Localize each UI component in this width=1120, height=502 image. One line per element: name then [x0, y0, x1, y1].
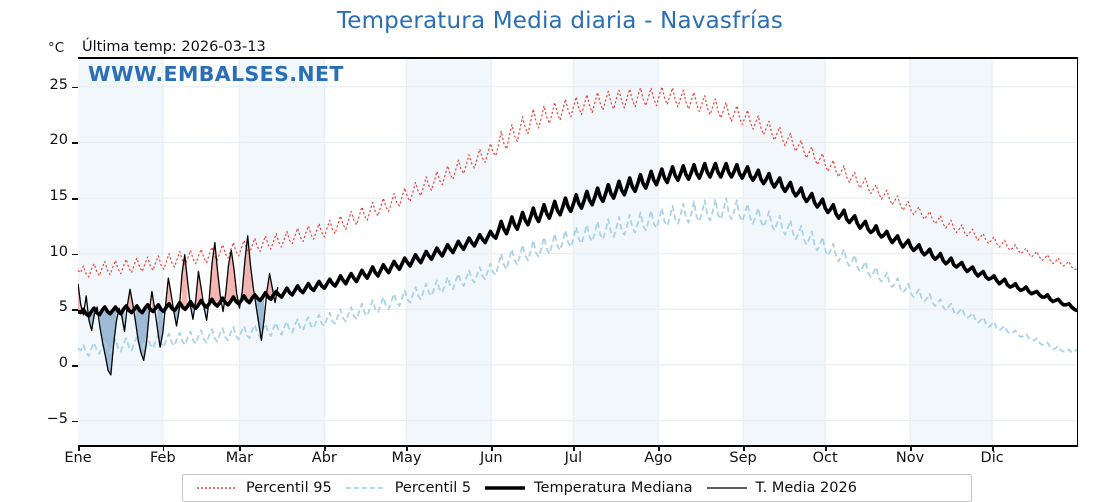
x-tick-mark	[658, 445, 660, 451]
x-tick-label: Nov	[895, 450, 925, 466]
y-axis-unit-label: °C	[48, 40, 65, 56]
x-tick-label: Ago	[644, 450, 673, 466]
x-tick-mark	[743, 445, 745, 451]
legend-swatch-temperatura-mediana	[485, 486, 526, 490]
x-tick-label: Feb	[150, 450, 176, 466]
axis-spine-right	[1076, 57, 1078, 447]
y-tick-mark	[72, 364, 78, 367]
y-tick-label: 10	[49, 243, 68, 260]
legend-swatch-percentil-95	[197, 487, 237, 489]
x-tick-mark	[992, 445, 994, 451]
legend-swatch-t-media-2026	[706, 487, 747, 489]
y-tick-label: 20	[49, 132, 68, 149]
x-tick-label: Ene	[64, 450, 92, 466]
x-tick-mark	[239, 445, 242, 451]
y-tick-label: 5	[58, 299, 68, 316]
x-tick-mark	[573, 445, 575, 451]
legend-swatch-percentil-5	[345, 487, 386, 489]
axis-spine-bottom	[78, 444, 1078, 447]
y-tick-mark	[72, 253, 78, 256]
watermark-text: WWW.EMBALSES.NET	[88, 62, 344, 86]
x-tick-mark	[162, 445, 165, 451]
y-tick-mark	[72, 309, 78, 311]
legend-label-t-media-2026: T. Media 2026	[755, 480, 857, 496]
x-tick-label: Oct	[812, 450, 838, 466]
x-tick-label: Mar	[225, 450, 254, 466]
last-temp-label: Última temp: 2026-03-13	[82, 39, 266, 55]
legend-item-percentil-95[interactable]: Percentil 95	[183, 480, 332, 496]
x-tick-mark	[825, 445, 827, 451]
x-tick-label: May	[391, 450, 422, 466]
y-tick-label: 0	[58, 354, 68, 371]
legend-item-temperatura-mediana[interactable]: Temperatura Mediana	[471, 480, 693, 496]
chart-svg	[76, 59, 1079, 445]
x-tick-label: Dic	[980, 450, 1004, 466]
y-tick-mark	[72, 198, 78, 200]
x-tick-label: Sep	[729, 450, 757, 466]
x-tick-mark	[324, 445, 326, 451]
x-tick-label: Jun	[479, 450, 503, 466]
plot-area	[76, 59, 1079, 445]
y-tick-mark	[72, 86, 78, 89]
y-tick-mark	[72, 142, 78, 145]
y-tick-label: −5	[46, 410, 68, 427]
chart-legend: Percentil 95 Percentil 5 Temperatura Med…	[182, 474, 972, 502]
y-tick-label: 15	[49, 188, 68, 205]
x-tick-mark	[910, 445, 912, 451]
x-tick-label: Abr	[311, 450, 337, 466]
x-tick-mark	[78, 445, 80, 451]
legend-label-temperatura-mediana: Temperatura Mediana	[534, 480, 693, 496]
legend-item-t-media-2026[interactable]: T. Media 2026	[693, 480, 857, 496]
y-tick-mark	[72, 420, 78, 423]
legend-label-percentil-5: Percentil 5	[394, 480, 472, 496]
x-tick-label: Jul	[564, 450, 583, 466]
x-tick-mark	[406, 445, 409, 451]
axis-spine-top	[78, 57, 1078, 59]
legend-item-percentil-5[interactable]: Percentil 5	[332, 480, 471, 496]
y-tick-label: 25	[49, 76, 68, 93]
legend-label-percentil-95: Percentil 95	[246, 480, 332, 496]
x-tick-mark	[491, 445, 493, 451]
page-title: Temperatura Media diaria - Navasfrías	[336, 8, 784, 34]
